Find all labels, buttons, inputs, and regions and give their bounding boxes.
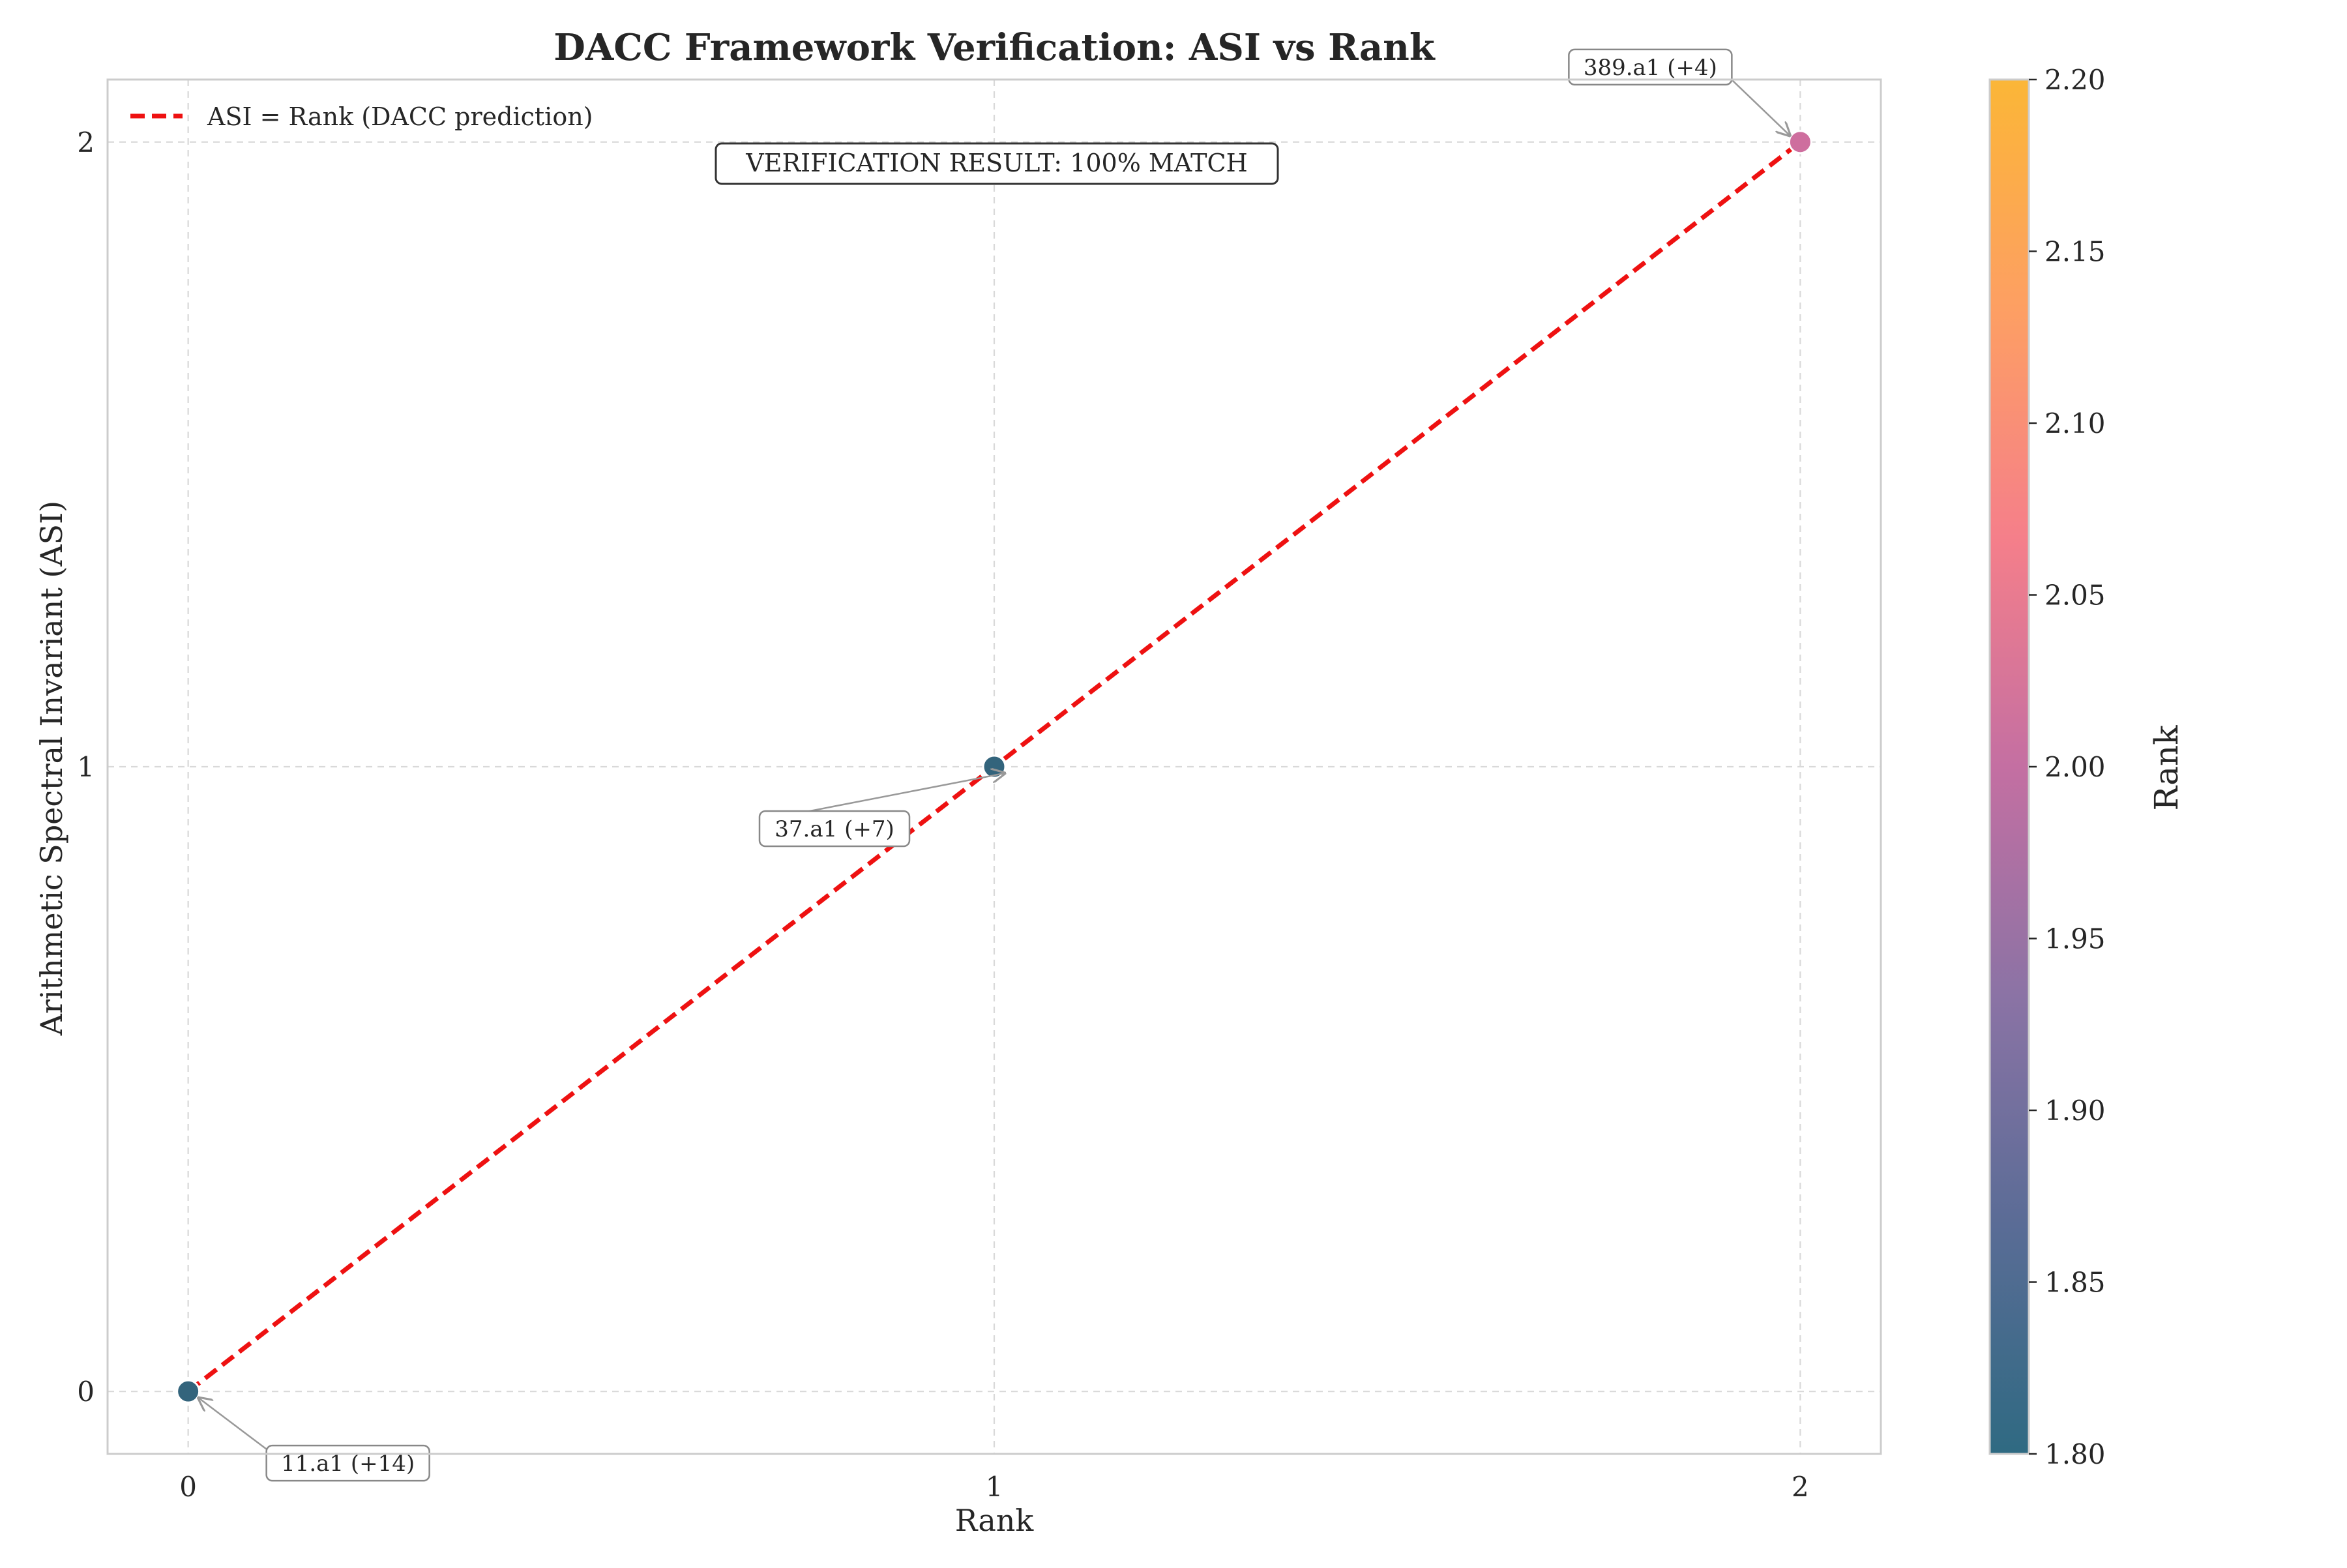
colorbar-label: Rank	[2148, 725, 2185, 811]
annotation-box	[1568, 48, 1733, 86]
annotation-arrow	[199, 1398, 274, 1455]
data-point	[1788, 130, 1812, 155]
chart-title: DACC Framework Verification: ASI vs Rank	[554, 26, 1436, 69]
legend-label: ASI = Rank (DACC prediction)	[207, 102, 593, 131]
y-tick-label: 0	[77, 1376, 95, 1408]
plot-area: 0 1 2 0 1 2 11.a1 (+14) 37.a1 (+7) 389.a1 (+4) VE…	[77, 48, 1882, 1503]
colorbar-tick-label: 2.05	[2044, 580, 2106, 612]
colorbar-tick-label: 1.80	[2044, 1438, 2106, 1470]
colorbar-tick-label: 1.95	[2044, 923, 2106, 955]
x-tick-label: 0	[179, 1471, 197, 1503]
plot-frame	[106, 78, 1882, 1455]
x-tick-label: 1	[986, 1471, 1003, 1503]
y-tick-label: 1	[77, 751, 95, 783]
verification-text: VERIFICATION RESULT: 100% MATCH	[745, 149, 1247, 177]
colorbar-tick-label: 2.20	[2044, 64, 2106, 96]
colorbar-tick-label: 2.00	[2044, 751, 2106, 783]
x-axis-label: Rank	[955, 1503, 1035, 1538]
colorbar: 1.80 1.85 1.90 1.95 2.00 2.05 2.10 2.15 2.20 Rank	[1988, 64, 2185, 1470]
colorbar-tick-label: 1.85	[2044, 1267, 2106, 1299]
colorbar-gradient	[1988, 78, 2030, 1455]
x-tick-label: 2	[1792, 1471, 1809, 1503]
data-point	[176, 1379, 201, 1404]
colorbar-tick-label: 2.15	[2044, 236, 2106, 268]
annotation-arrow	[1724, 72, 1790, 136]
y-axis-label: Arithmetic Spectral Invariant (ASI)	[34, 501, 69, 1037]
verification-box	[715, 142, 1279, 185]
point-label: 11.a1 (+14)	[281, 1451, 415, 1477]
colorbar-tick-label: 1.90	[2044, 1095, 2106, 1127]
annotation-box	[758, 810, 911, 848]
point-label: 389.a1 (+4)	[1584, 55, 1717, 81]
y-tick-label: 2	[77, 126, 95, 158]
point-label: 37.a1 (+7)	[775, 816, 894, 842]
colorbar-tick-label: 2.10	[2044, 407, 2106, 439]
